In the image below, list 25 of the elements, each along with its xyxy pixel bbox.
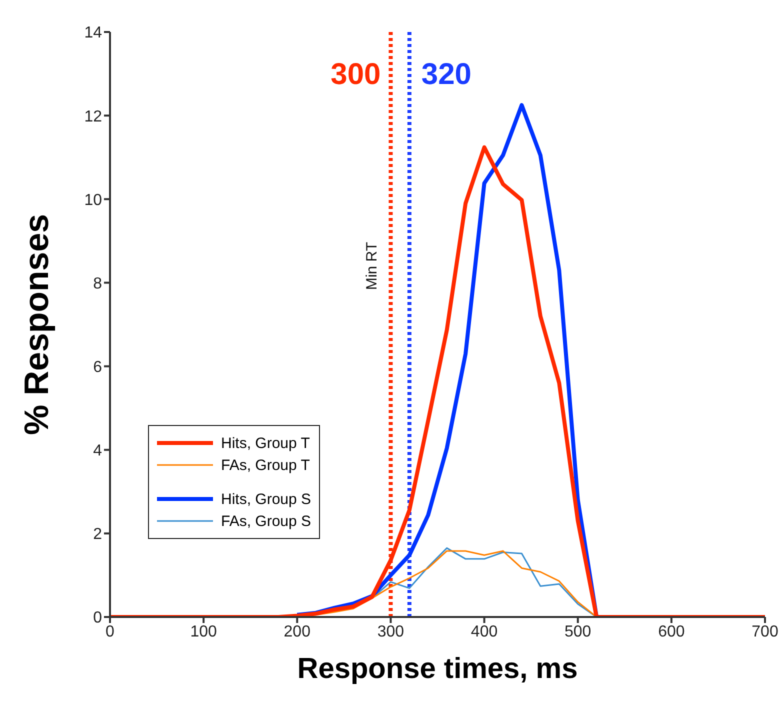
- x-tick-label: 400: [470, 623, 498, 640]
- y-tick-label: 6: [93, 358, 102, 376]
- y-tick-label: 10: [84, 192, 102, 209]
- legend-label: FAs, Group T: [221, 456, 310, 474]
- x-tick-label: 500: [564, 623, 592, 640]
- annotation: Min RT: [364, 242, 381, 290]
- x-tick-label: 200: [284, 623, 311, 640]
- y-tick-label: 8: [93, 275, 102, 292]
- legend-label: FAs, Group S: [221, 512, 312, 530]
- x-tick-label: 100: [190, 623, 218, 640]
- legend-label: Hits, Group S: [221, 490, 312, 508]
- x-tick-label: 700: [752, 623, 778, 640]
- y-tick-label: 14: [84, 24, 102, 42]
- y-tick-label: 0: [93, 610, 102, 627]
- ref-line-label: 300: [330, 58, 381, 91]
- x-axis-title: Response times, ms: [297, 653, 578, 685]
- y-axis-title: % Responses: [18, 214, 56, 436]
- x-tick-label: 600: [658, 623, 685, 640]
- ref-line-label: 320: [421, 58, 472, 91]
- x-tick-label: 0: [106, 623, 115, 640]
- legend-label: Hits, Group T: [221, 434, 310, 452]
- y-tick-label: 4: [93, 442, 102, 460]
- y-tick-label: 12: [84, 108, 102, 126]
- y-tick-label: 2: [93, 526, 102, 544]
- x-tick-label: 300: [377, 623, 404, 640]
